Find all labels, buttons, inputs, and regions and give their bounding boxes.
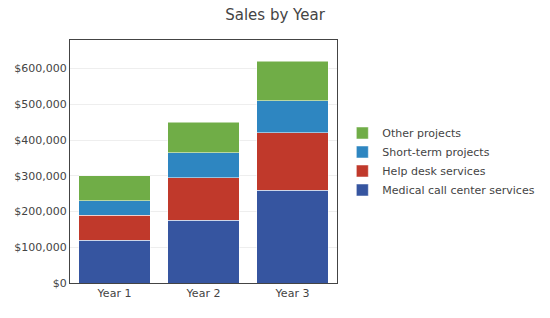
svg-text:$300,000: $300,000 [14,170,67,183]
svg-text:Year 3: Year 3 [275,287,310,300]
svg-text:$400,000: $400,000 [14,134,67,147]
svg-text:$0: $0 [53,277,67,290]
svg-text:Year 1: Year 1 [97,287,132,300]
svg-text:Medical call center services: Medical call center services [382,184,534,197]
svg-text:$200,000: $200,000 [14,205,67,218]
svg-text:$500,000: $500,000 [14,98,67,111]
svg-text:Other projects: Other projects [382,127,461,140]
svg-text:Sales by Year: Sales by Year [225,6,325,24]
svg-text:Year 2: Year 2 [186,287,221,300]
svg-text:Short-term projects: Short-term projects [382,146,489,159]
svg-text:$100,000: $100,000 [14,241,67,254]
svg-text:Help desk services: Help desk services [382,165,485,178]
svg-text:$600,000: $600,000 [14,62,67,75]
